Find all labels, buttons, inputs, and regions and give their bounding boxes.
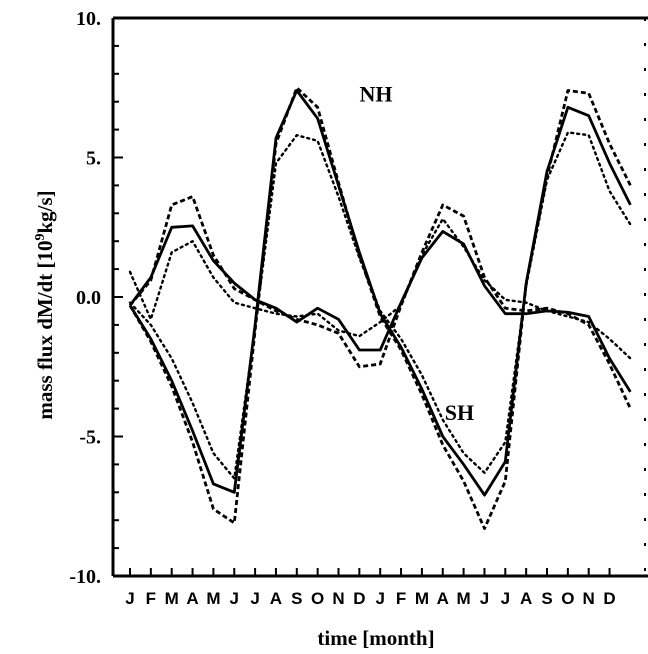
x-axis-title: time [month] — [317, 626, 434, 650]
y-tick-label: -5. — [79, 427, 101, 449]
x-tick-label: O — [311, 589, 324, 608]
series-line-6-dotted — [128, 131, 632, 480]
plot-area: 10.5.0.0-5.-10.J F M A M J J A S O N D J F M A M J J A S O N DN… — [69, 8, 648, 608]
x-tick-label: F — [146, 589, 156, 608]
annotation-label: SH — [445, 400, 474, 425]
x-tick-label: M — [165, 589, 179, 608]
y-axis-title-unit: kg/s] — [33, 190, 57, 233]
y-axis-title-text: mass flux dM/dt [109kg/s] — [33, 190, 57, 419]
y-axis-title-superscript: 9 — [33, 234, 48, 241]
series-line-3-dotted — [128, 217, 632, 360]
x-tick-label: S — [541, 589, 552, 608]
x-tick-label: A — [437, 589, 449, 608]
x-tick-label: J — [375, 589, 384, 608]
x-tick-label: N — [332, 589, 344, 608]
x-tick-label: F — [396, 589, 406, 608]
x-tick-label: A — [186, 589, 198, 608]
y-tick-label: 0.0 — [76, 287, 101, 309]
y-axis-title-part: mass flux dM/dt [10 — [33, 241, 57, 420]
x-tick-label: J — [230, 589, 239, 608]
y-tick-label: 5. — [86, 148, 101, 170]
x-tick-label: M — [206, 589, 220, 608]
x-tick-label: A — [520, 589, 532, 608]
series-line-1-solid — [128, 224, 632, 393]
x-tick-label: D — [353, 589, 365, 608]
x-tick-label: A — [270, 589, 282, 608]
y-axis-title: mass flux dM/dt [109kg/s] — [33, 190, 57, 419]
x-tick-label: J — [250, 589, 259, 608]
x-tick-label: M — [415, 589, 429, 608]
annotation-label: NH — [360, 82, 393, 107]
y-tick-label: 10. — [76, 8, 101, 30]
x-tick-label: J — [125, 589, 134, 608]
x-tick-label: N — [583, 589, 595, 608]
x-tick-label: J — [480, 589, 489, 608]
x-tick-label: D — [603, 589, 615, 608]
y-tick-label: -10. — [69, 566, 101, 588]
x-tick-label: J — [501, 589, 510, 608]
x-tick-label: O — [561, 589, 574, 608]
x-tick-label: M — [457, 589, 471, 608]
series-line-2-dashed — [128, 195, 632, 410]
x-tick-label: S — [291, 589, 302, 608]
